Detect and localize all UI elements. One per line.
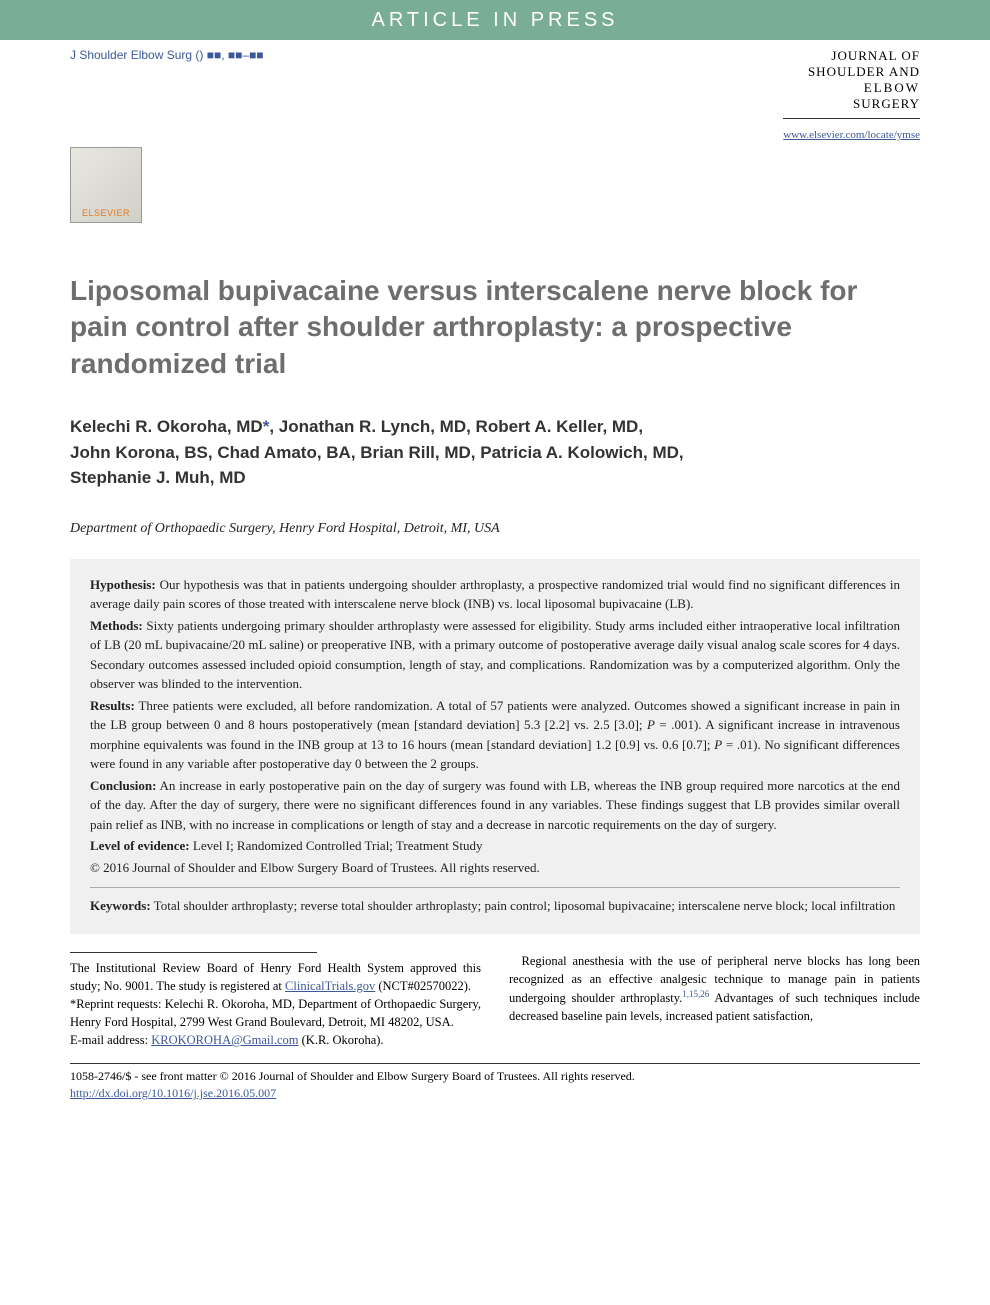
email-link[interactable]: KROKOROHA@Gmail.com	[151, 1033, 298, 1047]
intro-paragraph: Regional anesthesia with the use of peri…	[509, 952, 920, 1026]
abstract-conclusion: Conclusion: An increase in early postope…	[90, 776, 900, 835]
logo-row: ELSEVIER	[0, 147, 990, 223]
footnotes-column: The Institutional Review Board of Henry …	[70, 952, 481, 1050]
irb-footnote: The Institutional Review Board of Henry …	[70, 959, 481, 995]
email-footnote: E-mail address: KROKOROHA@Gmail.com (K.R…	[70, 1031, 481, 1049]
abstract-results: Results: Three patients were excluded, a…	[90, 696, 900, 774]
clinicaltrials-link[interactable]: ClinicalTrials.gov	[285, 979, 375, 993]
journal-website-link[interactable]: www.elsevier.com/locate/ymse	[783, 129, 920, 141]
journal-line3: ELBOW	[783, 80, 920, 96]
abstract-keywords: Keywords: Total shoulder arthroplasty; r…	[90, 887, 900, 916]
journal-line2: SHOULDER AND	[783, 64, 920, 80]
journal-line4: SURGERY	[783, 96, 920, 112]
journal-name-box: JOURNAL OF SHOULDER AND ELBOW SURGERY ww…	[783, 48, 920, 143]
abstract-box: Hypothesis: Our hypothesis was that in p…	[70, 559, 920, 934]
footer-copyright: 1058-2746/$ - see front matter © 2016 Jo…	[70, 1068, 920, 1085]
reprint-footnote: *Reprint requests: Kelechi R. Okoroha, M…	[70, 995, 481, 1031]
footer: 1058-2746/$ - see front matter © 2016 Jo…	[0, 1064, 990, 1102]
elsevier-logo: ELSEVIER	[70, 147, 142, 223]
journal-line1: JOURNAL OF	[783, 48, 920, 64]
citation-text: J Shoulder Elbow Surg () ■■, ■■–■■	[70, 48, 264, 62]
abstract-methods: Methods: Sixty patients undergoing prima…	[90, 616, 900, 694]
abstract-loe: Level of evidence: Level I; Randomized C…	[90, 836, 900, 856]
intro-column: Regional anesthesia with the use of peri…	[509, 952, 920, 1050]
citation-refs: 1,15,26	[682, 989, 709, 999]
bottom-two-column: The Institutional Review Board of Henry …	[0, 934, 990, 1050]
abstract-copyright: © 2016 Journal of Shoulder and Elbow Sur…	[90, 858, 900, 878]
corresponding-asterisk: *	[263, 417, 270, 436]
affiliation: Department of Orthopaedic Surgery, Henry…	[70, 521, 920, 537]
article-in-press-banner: ARTICLE IN PRESS	[0, 0, 990, 40]
doi-link[interactable]: http://dx.doi.org/10.1016/j.jse.2016.05.…	[70, 1086, 276, 1100]
authors-list: Kelechi R. Okoroha, MD*, Jonathan R. Lyn…	[70, 414, 920, 491]
title-block: Liposomal bupivacaine versus interscalen…	[0, 223, 990, 537]
abstract-hypothesis: Hypothesis: Our hypothesis was that in p…	[90, 575, 900, 614]
article-title: Liposomal bupivacaine versus interscalen…	[70, 273, 920, 382]
header-row: J Shoulder Elbow Surg () ■■, ■■–■■ JOURN…	[0, 40, 990, 143]
